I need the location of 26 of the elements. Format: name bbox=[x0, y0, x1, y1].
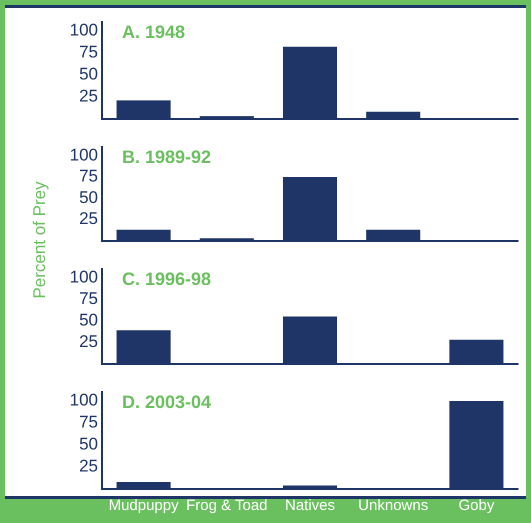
x-tick-label: Goby bbox=[458, 497, 495, 514]
y-tick-label: 50 bbox=[79, 64, 98, 84]
y-tick-label: 100 bbox=[70, 390, 98, 410]
y-tick-label: 50 bbox=[79, 188, 98, 207]
chart-title: A. 1948 bbox=[122, 22, 186, 42]
y-tick-label: 100 bbox=[70, 20, 98, 40]
y-tick-label: 75 bbox=[79, 42, 98, 62]
y-tick-label: 25 bbox=[79, 332, 98, 351]
chart-title: B. 1989-92 bbox=[122, 147, 212, 168]
y-tick-label: 75 bbox=[79, 166, 98, 186]
x-tick-label: Natives bbox=[284, 497, 336, 514]
x-tick-label: Mudpuppy bbox=[108, 497, 180, 514]
x-tick-label: Unknowns bbox=[358, 497, 428, 514]
y-tick-label: 25 bbox=[79, 209, 98, 228]
x-tick-label: Frog & Toad bbox=[186, 497, 268, 514]
y-axis-title: Percent of Prey bbox=[30, 181, 50, 299]
chart-title: D. 2003-04 bbox=[122, 392, 212, 412]
y-tick-label: 50 bbox=[79, 310, 98, 330]
y-tick-label: 25 bbox=[79, 456, 98, 476]
y-tick-label: 100 bbox=[70, 145, 98, 164]
chart-title: C. 1996-98 bbox=[122, 269, 212, 290]
y-tick-label: 75 bbox=[79, 288, 98, 308]
y-tick-label: 50 bbox=[79, 434, 98, 454]
y-tick-label: 75 bbox=[79, 412, 98, 432]
y-tick-label: 100 bbox=[70, 267, 98, 286]
y-tick-label: 25 bbox=[79, 86, 98, 106]
